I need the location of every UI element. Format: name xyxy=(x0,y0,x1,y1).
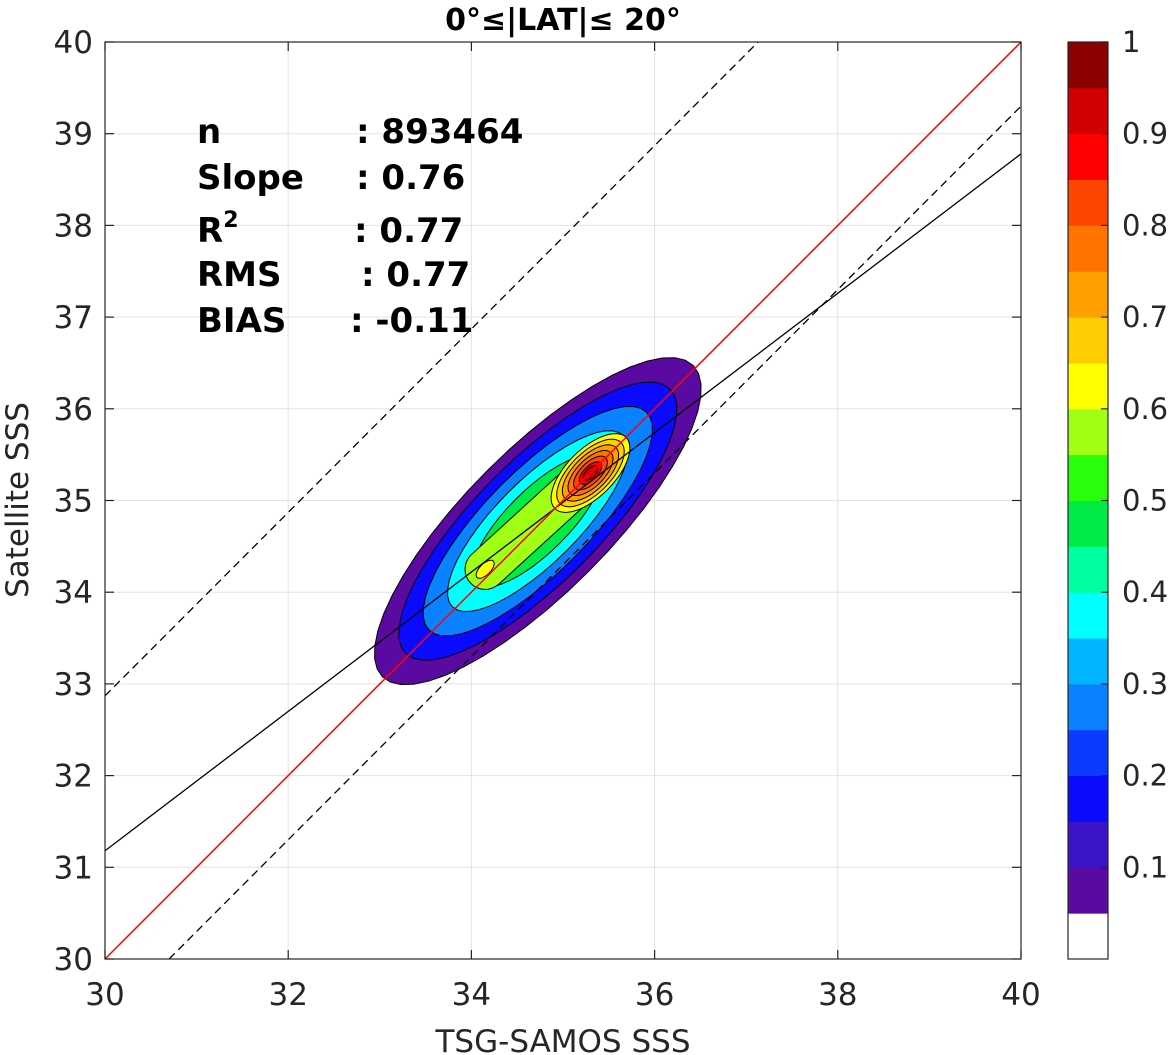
colorbar-tick-label: 0.1 xyxy=(1122,850,1168,884)
y-tick-label: 30 xyxy=(54,942,93,978)
colorbar-tick-label: 1 xyxy=(1122,25,1140,59)
chart-title: 0°≤|LAT|≤ 20° xyxy=(445,3,681,38)
colorbar-segment xyxy=(1068,638,1108,685)
colorbar-tick-label: 0.3 xyxy=(1122,667,1168,701)
colorbar-tick-label: 0.9 xyxy=(1122,117,1168,151)
stat-value: : 0.77 xyxy=(354,211,463,251)
colorbar-tick-label: 0.5 xyxy=(1122,484,1168,518)
stat-label: Slope xyxy=(197,158,304,198)
colorbar-segment xyxy=(1068,729,1108,777)
colorbar-segment xyxy=(1068,133,1108,181)
reference-lines xyxy=(105,42,1021,959)
colorbar-tick-label: 0.7 xyxy=(1122,300,1168,334)
colorbar-segment xyxy=(1068,454,1108,501)
y-tick-label: 32 xyxy=(54,759,93,795)
y-tick-label: 37 xyxy=(54,300,93,336)
colorbar-segment xyxy=(1068,821,1108,868)
colorbar-segment xyxy=(1068,42,1108,89)
y-tick-label: 33 xyxy=(54,667,93,703)
stat-label-superscript: 2 xyxy=(223,208,238,233)
colorbar-segment xyxy=(1068,546,1108,593)
colorbar-segment xyxy=(1068,500,1108,547)
x-tick-label: 30 xyxy=(85,977,124,1013)
colorbar-segment xyxy=(1068,317,1108,364)
upper-bound-line xyxy=(105,42,760,697)
density-contour xyxy=(475,559,495,579)
colorbar-tick-label: 0.4 xyxy=(1122,575,1168,609)
stat-label: RMS xyxy=(197,255,282,295)
axis-ticks xyxy=(104,41,1022,960)
colorbar-segment xyxy=(1068,775,1108,822)
y-tick-label: 38 xyxy=(54,208,93,244)
tick-labels: 30 32 34 36 38 40 30 31 32 33 34 35 36 37 38 39 40 xyxy=(54,25,1041,1013)
colorbar: 0.1 0.2 0.3 0.4 0.5 0.6 0.7 0.8 0.9 1 xyxy=(1067,25,1168,960)
stat-value: : -0.11 xyxy=(350,301,473,341)
x-tick-label: 36 xyxy=(635,977,674,1013)
stat-value: : 893464 xyxy=(356,112,523,152)
colorbar-segment xyxy=(1068,408,1108,456)
x-axis-label: TSG-SAMOS SSS xyxy=(435,1024,691,1055)
lower-bound-line xyxy=(168,105,1021,959)
y-tick-label: 31 xyxy=(54,850,93,886)
stat-label: BIAS xyxy=(197,301,286,341)
regression-line xyxy=(105,153,1021,852)
colorbar-segment xyxy=(1068,179,1108,226)
y-tick-label: 36 xyxy=(54,392,93,428)
x-tick-label: 34 xyxy=(452,977,491,1013)
y-tick-label: 39 xyxy=(54,117,93,153)
y-axis-label: Satellite SSS xyxy=(0,402,36,598)
colorbar-segment xyxy=(1068,592,1108,639)
stat-value: : 0.77 xyxy=(361,255,470,295)
stat-label: n xyxy=(197,112,221,152)
colorbar-segment xyxy=(1068,271,1108,318)
colorbar-segment xyxy=(1068,225,1108,272)
colorbar-segment xyxy=(1068,683,1108,731)
colorbar-tick-label: 0.6 xyxy=(1122,392,1168,426)
colorbar-tick-label: 0.8 xyxy=(1122,208,1168,242)
x-tick-label: 32 xyxy=(268,977,307,1013)
x-tick-label: 40 xyxy=(1001,977,1040,1013)
colorbar-segment xyxy=(1068,913,1108,960)
colorbar-segment xyxy=(1068,87,1108,135)
colorbar-tick-label: 0.2 xyxy=(1122,759,1168,793)
stat-value: : 0.76 xyxy=(356,158,465,198)
colorbar-segment xyxy=(1068,867,1108,914)
y-tick-label: 35 xyxy=(54,484,93,520)
y-tick-label: 34 xyxy=(54,575,93,611)
y-tick-label: 40 xyxy=(54,25,93,61)
x-tick-label: 38 xyxy=(818,977,857,1013)
colorbar-segment xyxy=(1068,362,1108,410)
one-to-one-line xyxy=(105,42,1021,959)
